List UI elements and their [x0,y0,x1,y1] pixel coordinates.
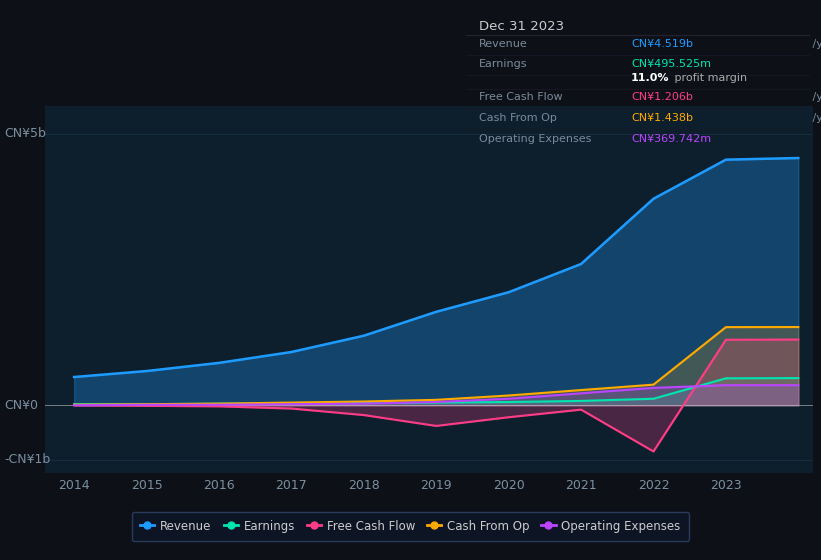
Text: CN¥495.525m: CN¥495.525m [631,59,711,69]
Text: CN¥369.742m: CN¥369.742m [631,134,711,143]
Text: CN¥4.519b: CN¥4.519b [631,39,693,49]
Text: /yr: /yr [809,92,821,102]
Text: /yr: /yr [809,113,821,123]
Text: -CN¥1b: -CN¥1b [4,453,50,466]
Text: Operating Expenses: Operating Expenses [479,134,592,143]
Text: /yr: /yr [809,39,821,49]
Text: profit margin: profit margin [671,73,747,83]
Text: Free Cash Flow: Free Cash Flow [479,92,563,102]
Text: Dec 31 2023: Dec 31 2023 [479,20,564,33]
Text: Cash From Op: Cash From Op [479,113,557,123]
Text: CN¥5b: CN¥5b [4,127,46,140]
Text: Earnings: Earnings [479,59,528,69]
Text: CN¥0: CN¥0 [4,399,38,412]
Text: 11.0%: 11.0% [631,73,669,83]
Text: CN¥1.438b: CN¥1.438b [631,113,693,123]
Text: CN¥1.206b: CN¥1.206b [631,92,693,102]
Legend: Revenue, Earnings, Free Cash Flow, Cash From Op, Operating Expenses: Revenue, Earnings, Free Cash Flow, Cash … [132,512,689,541]
Text: Revenue: Revenue [479,39,528,49]
